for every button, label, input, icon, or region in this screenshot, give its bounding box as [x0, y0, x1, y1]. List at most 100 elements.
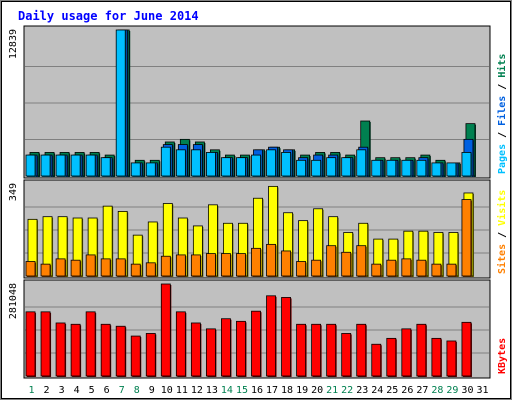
bar-pages-day-21 — [326, 157, 337, 177]
day-label: 20 — [311, 385, 323, 396]
bar-sites-day-19 — [296, 261, 307, 277]
day-label: 1 — [29, 385, 35, 396]
bar-pages-day-8 — [130, 162, 141, 177]
legend-entry: / — [497, 78, 508, 96]
day-label: 27 — [416, 385, 428, 396]
bar-sites-day-29 — [446, 263, 457, 277]
bar-pages-day-24 — [371, 159, 382, 177]
bar-sites-day-13 — [205, 253, 216, 277]
bar-kbytes-day-12 — [190, 322, 201, 377]
bar-kbytes-day-1 — [25, 311, 36, 377]
bar-pages-day-22 — [341, 157, 352, 177]
day-label: 9 — [149, 385, 155, 396]
bar-kbytes-day-13 — [205, 328, 216, 377]
bar-kbytes-day-26 — [401, 328, 412, 377]
bar-sites-day-11 — [175, 254, 186, 277]
day-label: 2 — [44, 385, 50, 396]
bar-sites-day-21 — [326, 245, 337, 277]
axis-max-label: 281048 — [8, 283, 19, 319]
series-kbytes — [25, 283, 472, 377]
series-pages — [25, 29, 472, 177]
bar-kbytes-day-5 — [85, 311, 96, 377]
day-labels: 1 2 3 4 5 6 7 8 9 10 11 12 13 14 15 16 17 18 19 20 21 22 23 24 2… — [29, 385, 489, 396]
bar-sites-day-12 — [190, 254, 201, 277]
legend-entry: Pages — [497, 144, 508, 174]
day-label: 6 — [104, 385, 110, 396]
bar-kbytes-day-14 — [221, 318, 231, 377]
day-label: 22 — [341, 385, 353, 396]
bar-kbytes-day-15 — [236, 320, 246, 377]
bar-sites-day-30 — [461, 199, 472, 277]
day-label: 31 — [476, 385, 488, 396]
bar-pages-day-7 — [115, 29, 126, 177]
bar-kbytes-day-7 — [115, 325, 126, 377]
bar-kbytes-day-27 — [416, 323, 427, 377]
bar-sites-day-23 — [356, 245, 367, 277]
panel-kbytes: 281048 KBytes — [8, 279, 508, 379]
day-label: 14 — [221, 385, 233, 396]
day-label: 10 — [161, 385, 173, 396]
series-legend: Pages / Files / Hits — [496, 54, 508, 174]
bar-sites-day-8 — [130, 263, 141, 277]
bar-sites-day-22 — [341, 251, 352, 277]
day-label: 17 — [266, 385, 278, 396]
bar-kbytes-day-19 — [296, 323, 307, 377]
day-label: 11 — [176, 385, 188, 396]
bar-sites-day-18 — [281, 250, 291, 277]
bar-pages-day-11 — [175, 149, 186, 177]
bar-pages-day-27 — [416, 159, 427, 177]
bar-pages-day-20 — [311, 159, 322, 177]
day-label: 16 — [251, 385, 263, 396]
bar-kbytes-day-16 — [251, 310, 261, 377]
legend-entry: Files — [496, 96, 508, 126]
panel-hits: 12839 Pages / Files / Hits — [8, 25, 508, 179]
bar-sites-day-10 — [160, 255, 171, 277]
bar-pages-day-10 — [160, 146, 171, 177]
day-label: 29 — [446, 385, 458, 396]
bar-pages-day-5 — [85, 154, 96, 177]
day-label: 4 — [74, 385, 80, 396]
bar-pages-day-28 — [431, 162, 442, 177]
series-visits — [27, 185, 474, 277]
bar-sites-day-6 — [100, 258, 111, 277]
day-label: 13 — [206, 385, 218, 396]
legend-entry: Visits — [496, 190, 508, 226]
bar-pages-day-12 — [190, 149, 201, 177]
bar-pages-day-17 — [266, 149, 276, 177]
day-label: 7 — [119, 385, 125, 396]
bar-sites-day-20 — [311, 259, 322, 277]
chart-title: Daily usage for June 2014 — [18, 9, 199, 23]
bar-pages-day-26 — [401, 159, 412, 177]
bar-kbytes-day-20 — [311, 323, 322, 377]
day-label: 24 — [371, 385, 383, 396]
bar-pages-day-9 — [145, 162, 156, 177]
bar-kbytes-day-25 — [386, 337, 397, 377]
bar-sites-day-1 — [25, 261, 36, 277]
bar-sites-day-16 — [251, 247, 261, 277]
bar-sites-day-15 — [236, 253, 246, 277]
day-label: 12 — [191, 385, 203, 396]
bar-sites-day-7 — [115, 258, 126, 277]
bar-sites-day-27 — [416, 259, 427, 277]
legend-entry: / — [497, 226, 508, 244]
bar-sites-day-5 — [85, 254, 96, 277]
axis-max-label: 349 — [8, 183, 19, 201]
bar-pages-day-19 — [296, 159, 307, 177]
bar-kbytes-day-29 — [446, 340, 457, 377]
panels-layer: 12839 Pages / Files / Hits 349 Sites / Visi… — [8, 25, 508, 379]
bar-pages-day-14 — [221, 157, 231, 177]
day-label: 28 — [431, 385, 443, 396]
bar-sites-day-25 — [386, 259, 397, 277]
day-label: 5 — [89, 385, 95, 396]
day-label: 23 — [356, 385, 368, 396]
bar-kbytes-day-11 — [175, 311, 186, 377]
bar-kbytes-day-23 — [356, 323, 367, 377]
bar-kbytes-day-8 — [130, 335, 141, 377]
bar-pages-day-23 — [356, 149, 367, 177]
bar-kbytes-day-17 — [266, 295, 276, 377]
day-label: 3 — [59, 385, 65, 396]
bar-sites-day-4 — [70, 259, 81, 277]
